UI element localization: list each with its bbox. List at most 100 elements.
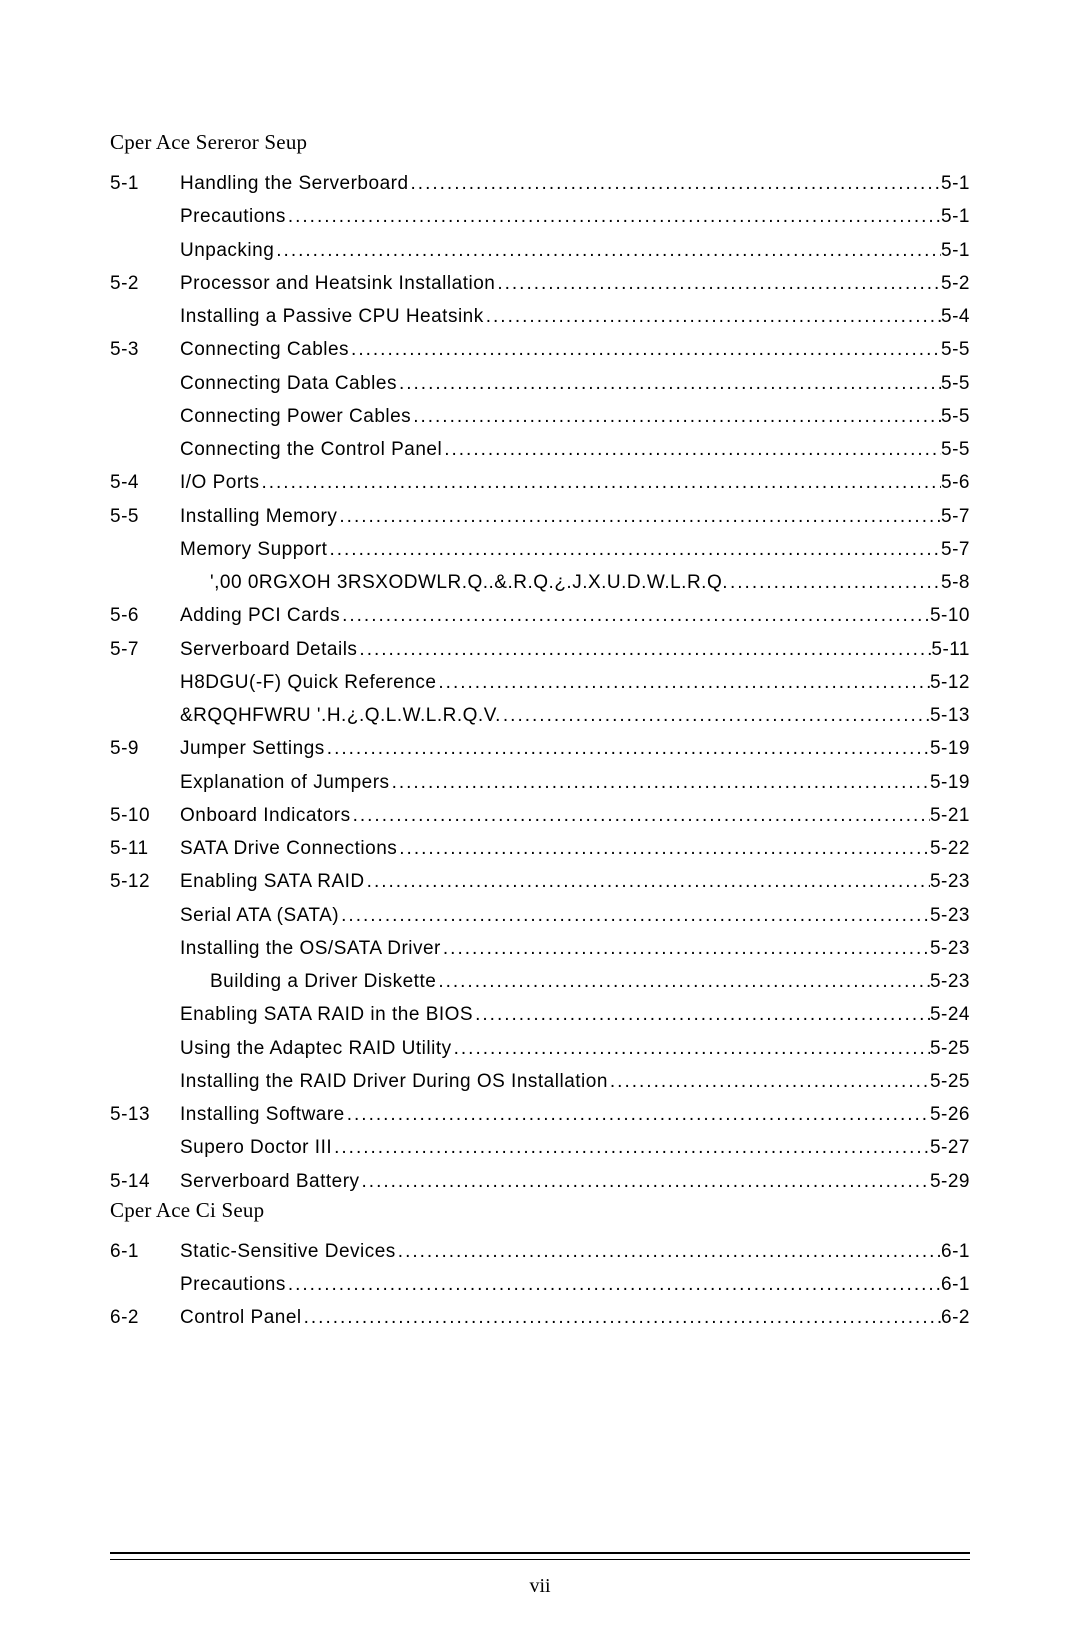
toc-entry-page: 5-5 — [941, 433, 970, 466]
toc-entry-title: Processor and Heatsink Installation — [180, 267, 495, 300]
toc-row: 6-1Static-Sensitive Devices.............… — [110, 1235, 970, 1268]
toc-leader-dots: ........................................… — [302, 1301, 941, 1334]
toc-row: 6-2Control Panel........................… — [110, 1301, 970, 1334]
toc-entry-page: 5-7 — [941, 533, 970, 566]
toc-section-number: 5-6 — [110, 599, 180, 632]
chapter-heading-prefix: Cper — [110, 1198, 152, 1222]
toc-entry-title: Building a Driver Diskette — [180, 965, 436, 998]
toc-section-number: 5-5 — [110, 500, 180, 533]
toc-entry-page: 5-27 — [930, 1131, 970, 1164]
toc-entry-title: Onboard Indicators — [180, 799, 351, 832]
toc-entry-title: Installing the RAID Driver During OS Ins… — [180, 1065, 608, 1098]
toc-entry-title: ',00 0RGXOH 3RSXODWLR.Q..&.R.Q.¿.J.X.U.D… — [180, 566, 728, 599]
toc-entry-page: 5-1 — [941, 234, 970, 267]
toc-section-number: 6-1 — [110, 1235, 180, 1268]
toc-leader-dots: ........................................… — [325, 732, 930, 765]
page: Cper Ace Sereror Seup 5-1Handling the Ser… — [0, 0, 1080, 1650]
toc-section-number: 5-1 — [110, 167, 180, 200]
toc-entry-page: 6-1 — [941, 1268, 970, 1301]
toc-leader-dots: ........................................… — [274, 234, 941, 267]
toc-entry-title: H8DGU(-F) Quick Reference — [180, 666, 436, 699]
toc-entry-title: SATA Drive Connections — [180, 832, 397, 865]
toc-row: 5-1Handling the Serverboard.............… — [110, 167, 970, 200]
toc-leader-dots: ........................................… — [259, 466, 941, 499]
toc-section-number: 6-2 — [110, 1301, 180, 1334]
toc-entry-page: 5-23 — [930, 965, 970, 998]
toc-row: Enabling SATA RAID in the BIOS..........… — [110, 998, 970, 1031]
toc-entry-title: Connecting Cables — [180, 333, 349, 366]
toc-row: 5-6Adding PCI Cards.....................… — [110, 599, 970, 632]
toc-entry-title: Connecting the Control Panel — [180, 433, 442, 466]
toc-entry-page: 5-11 — [931, 633, 970, 666]
toc-entry-title: Precautions — [180, 1268, 286, 1301]
toc-leader-dots: ........................................… — [390, 766, 930, 799]
toc-leader-dots: ........................................… — [409, 167, 942, 200]
toc-leader-dots: ........................................… — [436, 965, 930, 998]
toc-entry-page: 5-5 — [941, 333, 970, 366]
toc-row: ',00 0RGXOH 3RSXODWLR.Q..&.R.Q.¿.J.X.U.D… — [110, 566, 970, 599]
toc-entry-page: 6-1 — [941, 1235, 970, 1268]
toc-entry-page: 5-1 — [941, 200, 970, 233]
toc-leader-dots: ........................................… — [286, 1268, 941, 1301]
toc-entry-title: Installing Software — [180, 1098, 345, 1131]
toc-entry-title: Memory Support — [180, 533, 327, 566]
toc-entry-page: 5-23 — [930, 865, 970, 898]
toc-row: 5-4I/O Ports............................… — [110, 466, 970, 499]
toc-entry-title: Precautions — [180, 200, 286, 233]
toc-section-number: 5-13 — [110, 1098, 180, 1131]
toc-entry-title: Serverboard Battery — [180, 1165, 360, 1198]
toc-leader-dots: ........................................… — [327, 533, 941, 566]
toc-row: 5-9Jumper Settings......................… — [110, 732, 970, 765]
toc-container: Cper Ace Sereror Seup 5-1Handling the Ser… — [110, 130, 970, 1335]
toc-entry-page: 5-25 — [930, 1065, 970, 1098]
toc-entry-page: 5-23 — [930, 932, 970, 965]
toc-leader-dots: ........................................… — [340, 599, 930, 632]
toc-row: &RQQHFWRU '.H.¿.Q.L.W.L.R.Q.V...........… — [110, 699, 970, 732]
toc-row: Installing the RAID Driver During OS Ins… — [110, 1065, 970, 1098]
toc-entry-page: 5-4 — [941, 300, 970, 333]
toc-row: 5-3Connecting Cables....................… — [110, 333, 970, 366]
toc-section-number: 5-11 — [110, 832, 180, 865]
toc-leader-dots: ........................................… — [365, 865, 930, 898]
toc-entry-title: Installing a Passive CPU Heatsink — [180, 300, 484, 333]
chapter-heading-prefix: Cper — [110, 130, 152, 154]
toc-leader-dots: ........................................… — [345, 1098, 930, 1131]
toc-leader-dots: ........................................… — [360, 1165, 930, 1198]
toc-leader-dots: ........................................… — [339, 899, 930, 932]
toc-row: 5-7Serverboard Details..................… — [110, 633, 970, 666]
toc-leader-dots: ........................................… — [495, 267, 941, 300]
toc-entry-title: &RQQHFWRU '.H.¿.Q.L.W.L.R.Q.V. — [180, 699, 501, 732]
toc-entry-title: Serverboard Details — [180, 633, 357, 666]
toc-row: 5-14Serverboard Battery.................… — [110, 1165, 970, 1198]
toc-row: Precautions.............................… — [110, 1268, 970, 1301]
toc-row: 5-13Installing Software.................… — [110, 1098, 970, 1131]
toc-row: Building a Driver Diskette..............… — [110, 965, 970, 998]
chapter-heading-text: Ace Sereror Seup — [156, 130, 307, 154]
toc-entry-page: 5-2 — [941, 267, 970, 300]
toc-leader-dots: ........................................… — [411, 400, 941, 433]
toc-entry-page: 5-26 — [930, 1098, 970, 1131]
toc-row: Installing a Passive CPU Heatsink.......… — [110, 300, 970, 333]
toc-entry-page: 5-1 — [941, 167, 970, 200]
toc-section-number: 5-2 — [110, 267, 180, 300]
toc-entry-title: Serial ATA (SATA) — [180, 899, 339, 932]
toc-entry-page: 5-29 — [930, 1165, 970, 1198]
toc-row: Installing the OS/SATA Driver...........… — [110, 932, 970, 965]
toc-leader-dots: ........................................… — [357, 633, 931, 666]
chapter-heading: Cper Ace Sereror Seup — [110, 130, 970, 155]
toc-entry-title: Supero Doctor III — [180, 1131, 332, 1164]
toc-row: Memory Support..........................… — [110, 533, 970, 566]
footer-rule-thick — [110, 1552, 970, 1554]
toc-entry-page: 5-7 — [941, 500, 970, 533]
toc-entry-title: Enabling SATA RAID in the BIOS — [180, 998, 473, 1031]
toc-leader-dots: ........................................… — [473, 998, 930, 1031]
toc-leader-dots: ........................................… — [332, 1131, 930, 1164]
toc-row: Connecting the Control Panel............… — [110, 433, 970, 466]
toc-entry-page: 5-13 — [930, 699, 970, 732]
toc-entry-page: 6-2 — [941, 1301, 970, 1334]
toc-row: H8DGU(-F) Quick Reference...............… — [110, 666, 970, 699]
toc-entry-title: Installing Memory — [180, 500, 337, 533]
toc-leader-dots: ........................................… — [608, 1065, 930, 1098]
toc-leader-dots: ........................................… — [397, 367, 941, 400]
toc-row: 5-5Installing Memory....................… — [110, 500, 970, 533]
